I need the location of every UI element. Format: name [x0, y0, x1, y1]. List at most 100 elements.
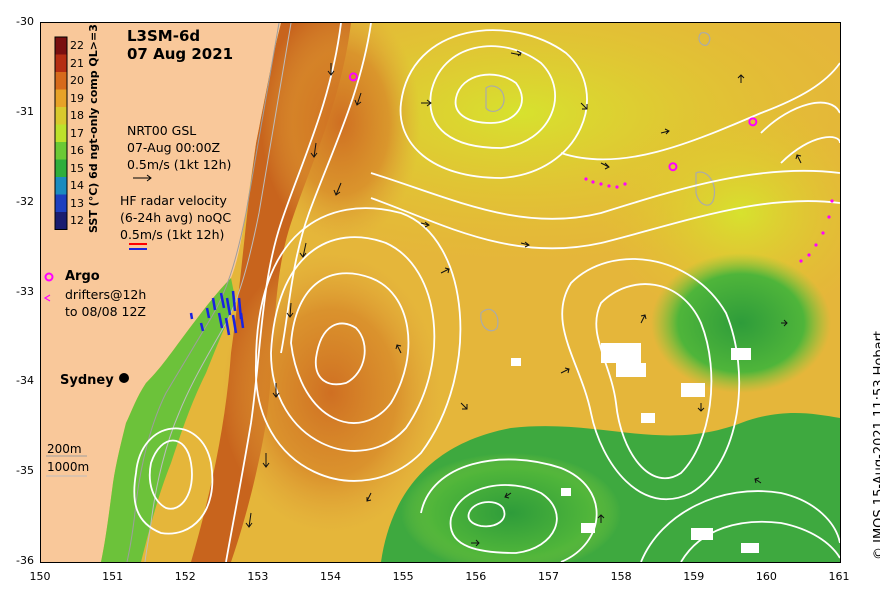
contour-eac-line-2: [280, 23, 372, 354]
isobath-1000m: [144, 23, 292, 562]
contour-wave-2: [370, 169, 840, 220]
contour-se: [640, 490, 840, 562]
contour-south-eddy: [420, 458, 598, 562]
x-tick-label: 150: [29, 570, 51, 583]
y-tick-label: -36: [16, 554, 34, 567]
x-tick-label: 158: [610, 570, 632, 583]
colorbar-swatch: [55, 142, 67, 160]
argo-float-marker: [348, 72, 358, 82]
contour-anticyclonic-north-2: [399, 29, 588, 179]
contour-se-2: [680, 520, 840, 562]
argo-floats: [348, 72, 758, 172]
contour-south-eddy-2: [449, 484, 558, 554]
colorbar-swatch: [55, 89, 67, 107]
isobath-label-1000: 1000m: [47, 460, 90, 474]
product-title: L3SM-6d: [127, 27, 201, 45]
colorbar-swatch: [55, 72, 67, 90]
sst-green-core: [401, 453, 621, 562]
contour-cyclonic-eddy-2: [270, 236, 436, 452]
model-time: 07-Aug 00:00Z: [127, 140, 221, 155]
contour-cyclonic-eddy: [290, 272, 410, 424]
x-tick-label: 151: [102, 570, 124, 583]
colorbar-label: SST (°C) 6d ngt-only comp QL>=3: [87, 24, 100, 233]
contour-south-eddy-3: [467, 501, 506, 528]
y-tick-label: -34: [16, 374, 34, 388]
sea-level-contours: [133, 23, 840, 562]
isobath-label-200: 200m: [47, 442, 82, 456]
x-tick-label: 155: [392, 570, 414, 583]
hf-radar-scale: 0.5m/s (1kt 12h): [120, 227, 225, 242]
colorbar-swatch: [55, 194, 67, 212]
colorbar-tick-label: 18: [70, 109, 84, 122]
argo-float-marker: [748, 117, 758, 127]
colorbar-frame: [54, 36, 68, 230]
contour-eac-line: [225, 23, 342, 562]
sst-map[interactable]: L3SM-6d 07 Aug 2021 NRT00 GSL 07-Aug 00:…: [40, 22, 841, 563]
seamount-contours: [480, 32, 716, 332]
colorbar-tick-label: 14: [70, 179, 84, 192]
drifter-label-2: to 08/08 12Z: [65, 304, 146, 319]
y-tick-label: -32: [16, 194, 34, 208]
argo-float-marker: [668, 162, 678, 172]
colorbar-swatch: [55, 37, 67, 55]
contour-west-eddy-2: [133, 427, 214, 535]
y-tick-label: -33: [16, 284, 34, 298]
drifter-tracks: [584, 177, 834, 263]
sydney-label: Sydney: [60, 373, 114, 388]
contour-anticyclonic-north: [429, 45, 556, 149]
colorbar-tick-label: 13: [70, 196, 84, 210]
colorbar-tick-label: 22: [70, 39, 84, 52]
colorbar-swatch: [55, 159, 67, 177]
x-tick-label: 152: [174, 570, 196, 583]
colorbar-tick-label: 17: [70, 126, 84, 140]
y-tick-label: -30: [16, 15, 34, 28]
hf-radar-title: HF radar velocity: [120, 193, 227, 208]
y-tick-label: -31: [16, 104, 34, 118]
model-scale: 0.5m/s (1kt 12h): [127, 157, 232, 172]
model-name: NRT00 GSL: [127, 123, 197, 138]
contour-far-east: [760, 101, 840, 164]
contour-wave-3: [560, 62, 840, 161]
colorbar-tick-label: 21: [70, 56, 84, 70]
sst-colorbar: [54, 36, 68, 230]
colorbar-swatch: [55, 107, 67, 125]
product-date: 07 Aug 2021: [127, 45, 234, 63]
current-arrows: [245, 50, 802, 547]
argo-label: Argo: [65, 269, 100, 284]
colorbar-swatch: [55, 212, 67, 230]
hf-scale-arrow: [129, 243, 147, 250]
contour-cyclonic-eddy-4: [314, 322, 366, 386]
colorbar-swatch: [55, 177, 67, 195]
drifter-label: drifters@12h: [65, 287, 147, 302]
contour-anticyclonic-north-3: [454, 73, 523, 124]
argo-legend-symbol: [44, 272, 54, 282]
colorbar-tick-label: 16: [70, 144, 84, 157]
colorbar-swatch: [55, 124, 67, 142]
cloud-mask: [511, 343, 759, 553]
colorbar-tick-label: 20: [70, 74, 84, 87]
x-tick-label: 153: [247, 570, 269, 583]
x-tick-label: 156: [465, 570, 487, 583]
sst-green-east: [651, 253, 831, 393]
land-australia: [41, 23, 281, 562]
x-tick-label: 159: [683, 570, 705, 583]
x-tick-label: 154: [320, 570, 342, 583]
credit-text: © IMOS 15-Aug-2021 11:53 Hobart: [872, 330, 880, 560]
sst-warm-eddy: [221, 253, 441, 533]
colorbar-swatch: [55, 54, 67, 72]
contour-wave-1: [370, 197, 840, 250]
contour-west-eddy: [148, 439, 193, 510]
x-tick-label: 160: [755, 570, 777, 583]
colorbar-tick-label: 19: [70, 91, 84, 105]
sydney-marker: [119, 373, 129, 383]
contour-east-loop: [595, 283, 713, 480]
model-scale-arrow: [133, 174, 152, 182]
colorbar-tick-label: 15: [70, 161, 84, 175]
x-tick-label: 161: [828, 570, 850, 583]
contour-east-loop-2: [561, 258, 741, 500]
colorbar-tick-label: 12: [70, 214, 84, 227]
hf-radar-vectors: [189, 290, 245, 336]
y-tick-label: -35: [16, 464, 34, 478]
hf-radar-avg: (6-24h avg) noQC: [120, 210, 232, 225]
drifter-legend-symbol: [43, 294, 51, 302]
